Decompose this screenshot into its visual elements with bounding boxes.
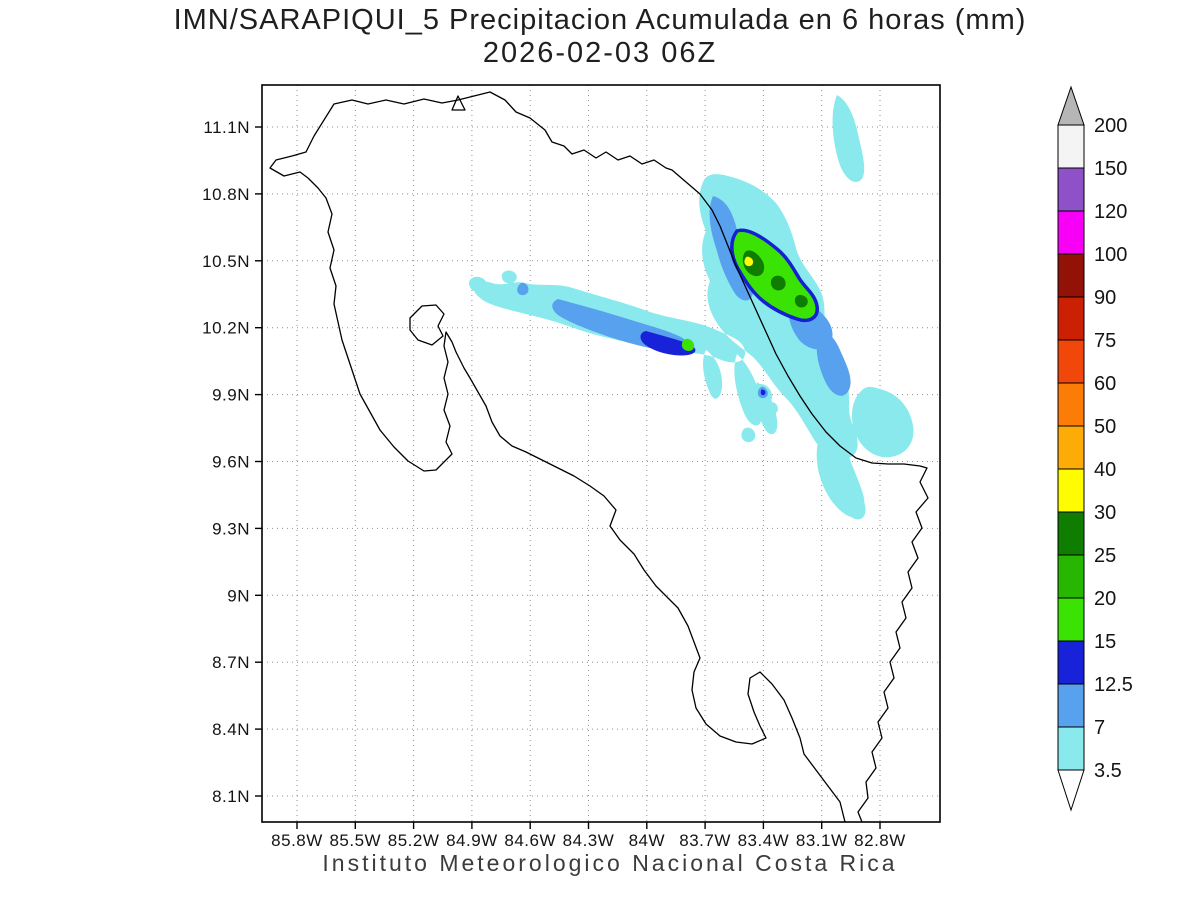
colorbar-label: 12.5 [1094,674,1133,696]
lon-tick-label: 83.4W [738,831,790,850]
colorbar-label: 100 [1094,244,1127,266]
precip-region-30-40mm [744,256,754,267]
precip-region-25-30mm [742,250,808,308]
chart-subtitle: 2026-02-03 06Z [482,37,718,69]
colorbar-label: 15 [1094,631,1116,653]
lon-tick-label: 84.3W [563,831,615,850]
colorbar-segment [1057,296,1085,341]
lat-tick-label: 10.8N [202,185,250,204]
colorbar-label: 7 [1094,717,1105,739]
colorbar-segment [1057,253,1085,298]
lon-tick-label: 85.8W [271,831,323,850]
colorbar-segment [1057,640,1085,685]
colorbar-label: 40 [1094,459,1116,481]
lat-tick-label: 9.3N [212,519,250,538]
colorbar-segment [1057,554,1085,599]
lon-tick-label: 82.8W [854,831,906,850]
colorbar-segment [1057,210,1085,255]
colorbar-label: 120 [1094,201,1127,223]
lon-tick-label: 84.9W [446,831,498,850]
lat-tick-label: 9.6N [212,453,250,472]
colorbar-label: 25 [1094,545,1116,567]
lat-tick-label: 10.2N [202,319,250,338]
colorbar-label: 50 [1094,416,1116,438]
colorbar-segment [1057,511,1085,556]
colorbar-segment [1057,167,1085,212]
colorbar-label: 30 [1094,502,1116,524]
colorbar-label: 75 [1094,330,1116,352]
lat-tick-label: 9.9N [212,386,250,405]
island-outline [409,304,445,346]
lon-tick-label: 83.7W [679,831,731,850]
chart-title: IMN/SARAPIQUI_5 Precipitacion Acumulada … [173,4,1027,36]
lon-tick-label: 83.1W [796,831,848,850]
triangle-marker [451,95,466,111]
precip-region-15-20mm [681,338,695,351]
colorbar-label: 20 [1094,588,1116,610]
colorbar-arrow-bottom [1057,769,1085,812]
lon-tick-label: 84W [629,831,665,850]
lon-tick-label: 84.6W [504,831,556,850]
colorbar-label: 60 [1094,373,1116,395]
precip-region-12.5-15mm [640,331,766,396]
lat-tick-label: 8.4N [212,720,250,739]
map-frame [261,84,941,823]
lat-tick-label: 8.1N [212,787,250,806]
lon-tick-label: 85.2W [388,831,440,850]
colorbar-segment [1057,382,1085,427]
lat-tick-label: 10.5N [202,252,250,271]
colorbar-segment [1057,124,1085,169]
colorbar-label: 150 [1094,158,1127,180]
colorbar-label: 90 [1094,287,1116,309]
lon-tick-label: 85.5W [329,831,381,850]
colorbar-arrow-top [1057,85,1085,126]
coastline [269,91,929,823]
colorbar-segment [1057,726,1085,771]
colorbar-segment [1057,339,1085,384]
lat-tick-label: 11.1N [203,118,250,137]
precip-region-3.5-7mm [468,95,914,520]
colorbar-segment [1057,468,1085,513]
colorbar-segment [1057,425,1085,470]
colorbar-segment [1057,683,1085,728]
lat-tick-label: 8.7N [212,653,250,672]
colorbar-segment [1057,597,1085,642]
colorbar-label: 200 [1094,115,1127,137]
chart-footer: Instituto Meteorologico Nacional Costa R… [322,850,898,876]
colorbar-label: 3.5 [1094,760,1122,782]
lat-tick-label: 9N [227,586,250,605]
